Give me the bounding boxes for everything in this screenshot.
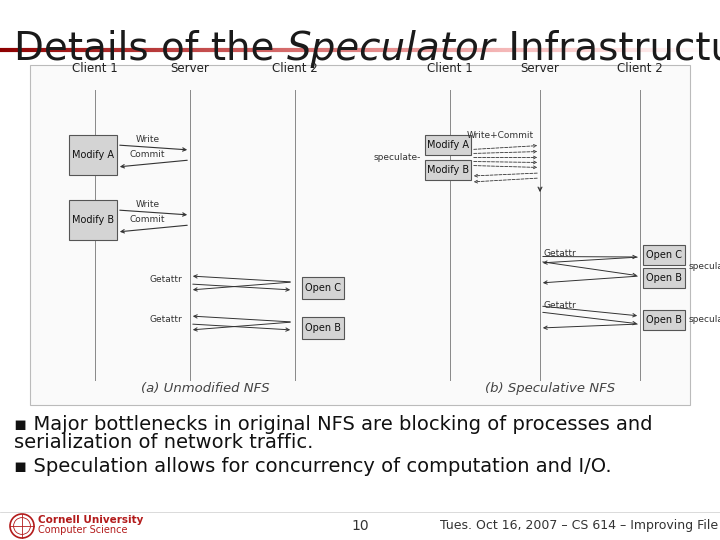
Bar [643, 310, 685, 330]
Text: Cornell University: Cornell University [38, 515, 143, 525]
Text: Open B: Open B [305, 323, 341, 333]
Text: (b) Speculative NFS: (b) Speculative NFS [485, 382, 615, 395]
Bar [425, 135, 471, 155]
Text: Modify B: Modify B [72, 215, 114, 225]
Text: speculate: speculate [689, 315, 720, 325]
Text: Client 2: Client 2 [617, 62, 663, 75]
Text: Commit: Commit [130, 215, 166, 224]
Text: Commit: Commit [130, 150, 166, 159]
Text: Write: Write [135, 135, 160, 144]
Text: speculate-: speculate- [374, 153, 421, 162]
Text: Getattr: Getattr [544, 300, 577, 309]
Text: Open B: Open B [646, 273, 682, 283]
Text: Infrastructure: Infrastructure [495, 30, 720, 68]
Text: Details of the: Details of the [14, 30, 287, 68]
Text: Server: Server [171, 62, 210, 75]
Text: Getattr: Getattr [544, 249, 577, 258]
Text: ▪ Speculation allows for concurrency of computation and I/O.: ▪ Speculation allows for concurrency of … [14, 457, 611, 476]
Bar [69, 135, 117, 175]
Text: 10: 10 [351, 519, 369, 533]
Bar [302, 277, 344, 299]
Text: Open C: Open C [646, 250, 682, 260]
Bar [643, 268, 685, 288]
Text: Speculator: Speculator [287, 30, 495, 68]
Text: ▪ Major bottlenecks in original NFS are blocking of processes and: ▪ Major bottlenecks in original NFS are … [14, 415, 652, 434]
Text: Server: Server [521, 62, 559, 75]
Text: Write: Write [135, 200, 160, 209]
Text: Modify A: Modify A [72, 150, 114, 160]
Bar [302, 317, 344, 339]
Text: Modify B: Modify B [427, 165, 469, 175]
Text: Open B: Open B [646, 315, 682, 325]
Circle shape [14, 518, 30, 535]
Text: Computer Science: Computer Science [38, 525, 127, 535]
Text: Getattr: Getattr [149, 314, 182, 323]
Text: Write+Commit: Write+Commit [467, 131, 534, 139]
Text: Client 1: Client 1 [72, 62, 118, 75]
Text: Client 1: Client 1 [427, 62, 473, 75]
Bar [69, 200, 117, 240]
Text: Getattr: Getattr [149, 274, 182, 284]
Text: Open C: Open C [305, 283, 341, 293]
Text: Modify A: Modify A [427, 140, 469, 150]
Text: serialization of network traffic.: serialization of network traffic. [14, 433, 313, 452]
Text: Client 2: Client 2 [272, 62, 318, 75]
Bar [30, 65, 690, 405]
Circle shape [10, 514, 34, 538]
Text: Tues. Oct 16, 2007 – CS 614 – Improving File System Synchrony: Tues. Oct 16, 2007 – CS 614 – Improving … [440, 519, 720, 532]
Text: speculate: speculate [689, 262, 720, 271]
Bar [643, 245, 685, 265]
Bar [425, 160, 471, 180]
Text: (a) Unmodified NFS: (a) Unmodified NFS [140, 382, 269, 395]
